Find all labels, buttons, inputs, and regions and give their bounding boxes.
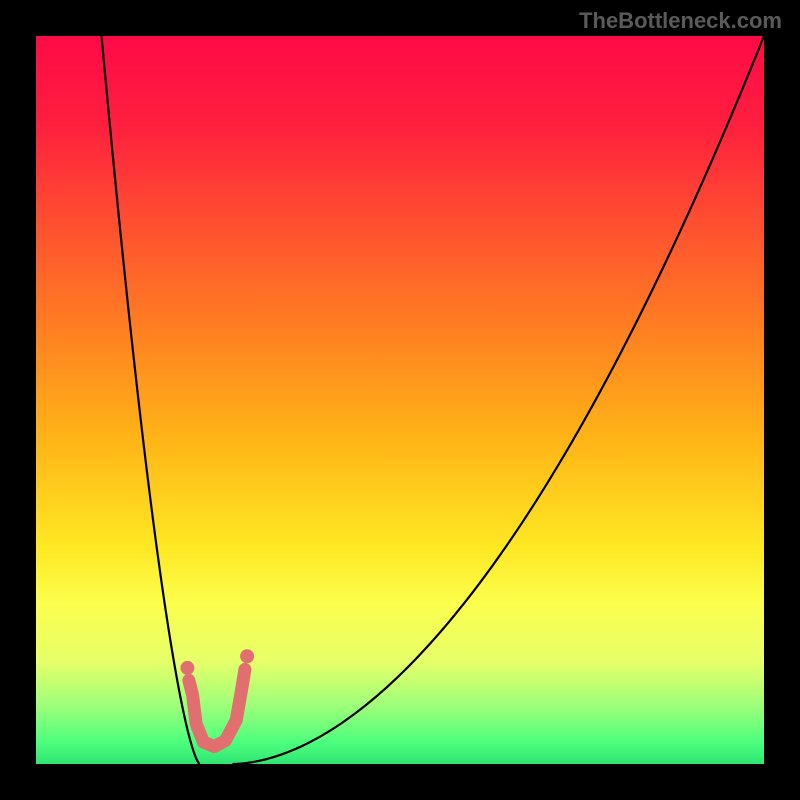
bottleneck-chart (0, 0, 800, 800)
valley-marker-dot (180, 661, 194, 675)
watermark-text: TheBottleneck.com (579, 8, 782, 34)
valley-marker-dot (240, 649, 254, 663)
plot-background (36, 36, 764, 764)
